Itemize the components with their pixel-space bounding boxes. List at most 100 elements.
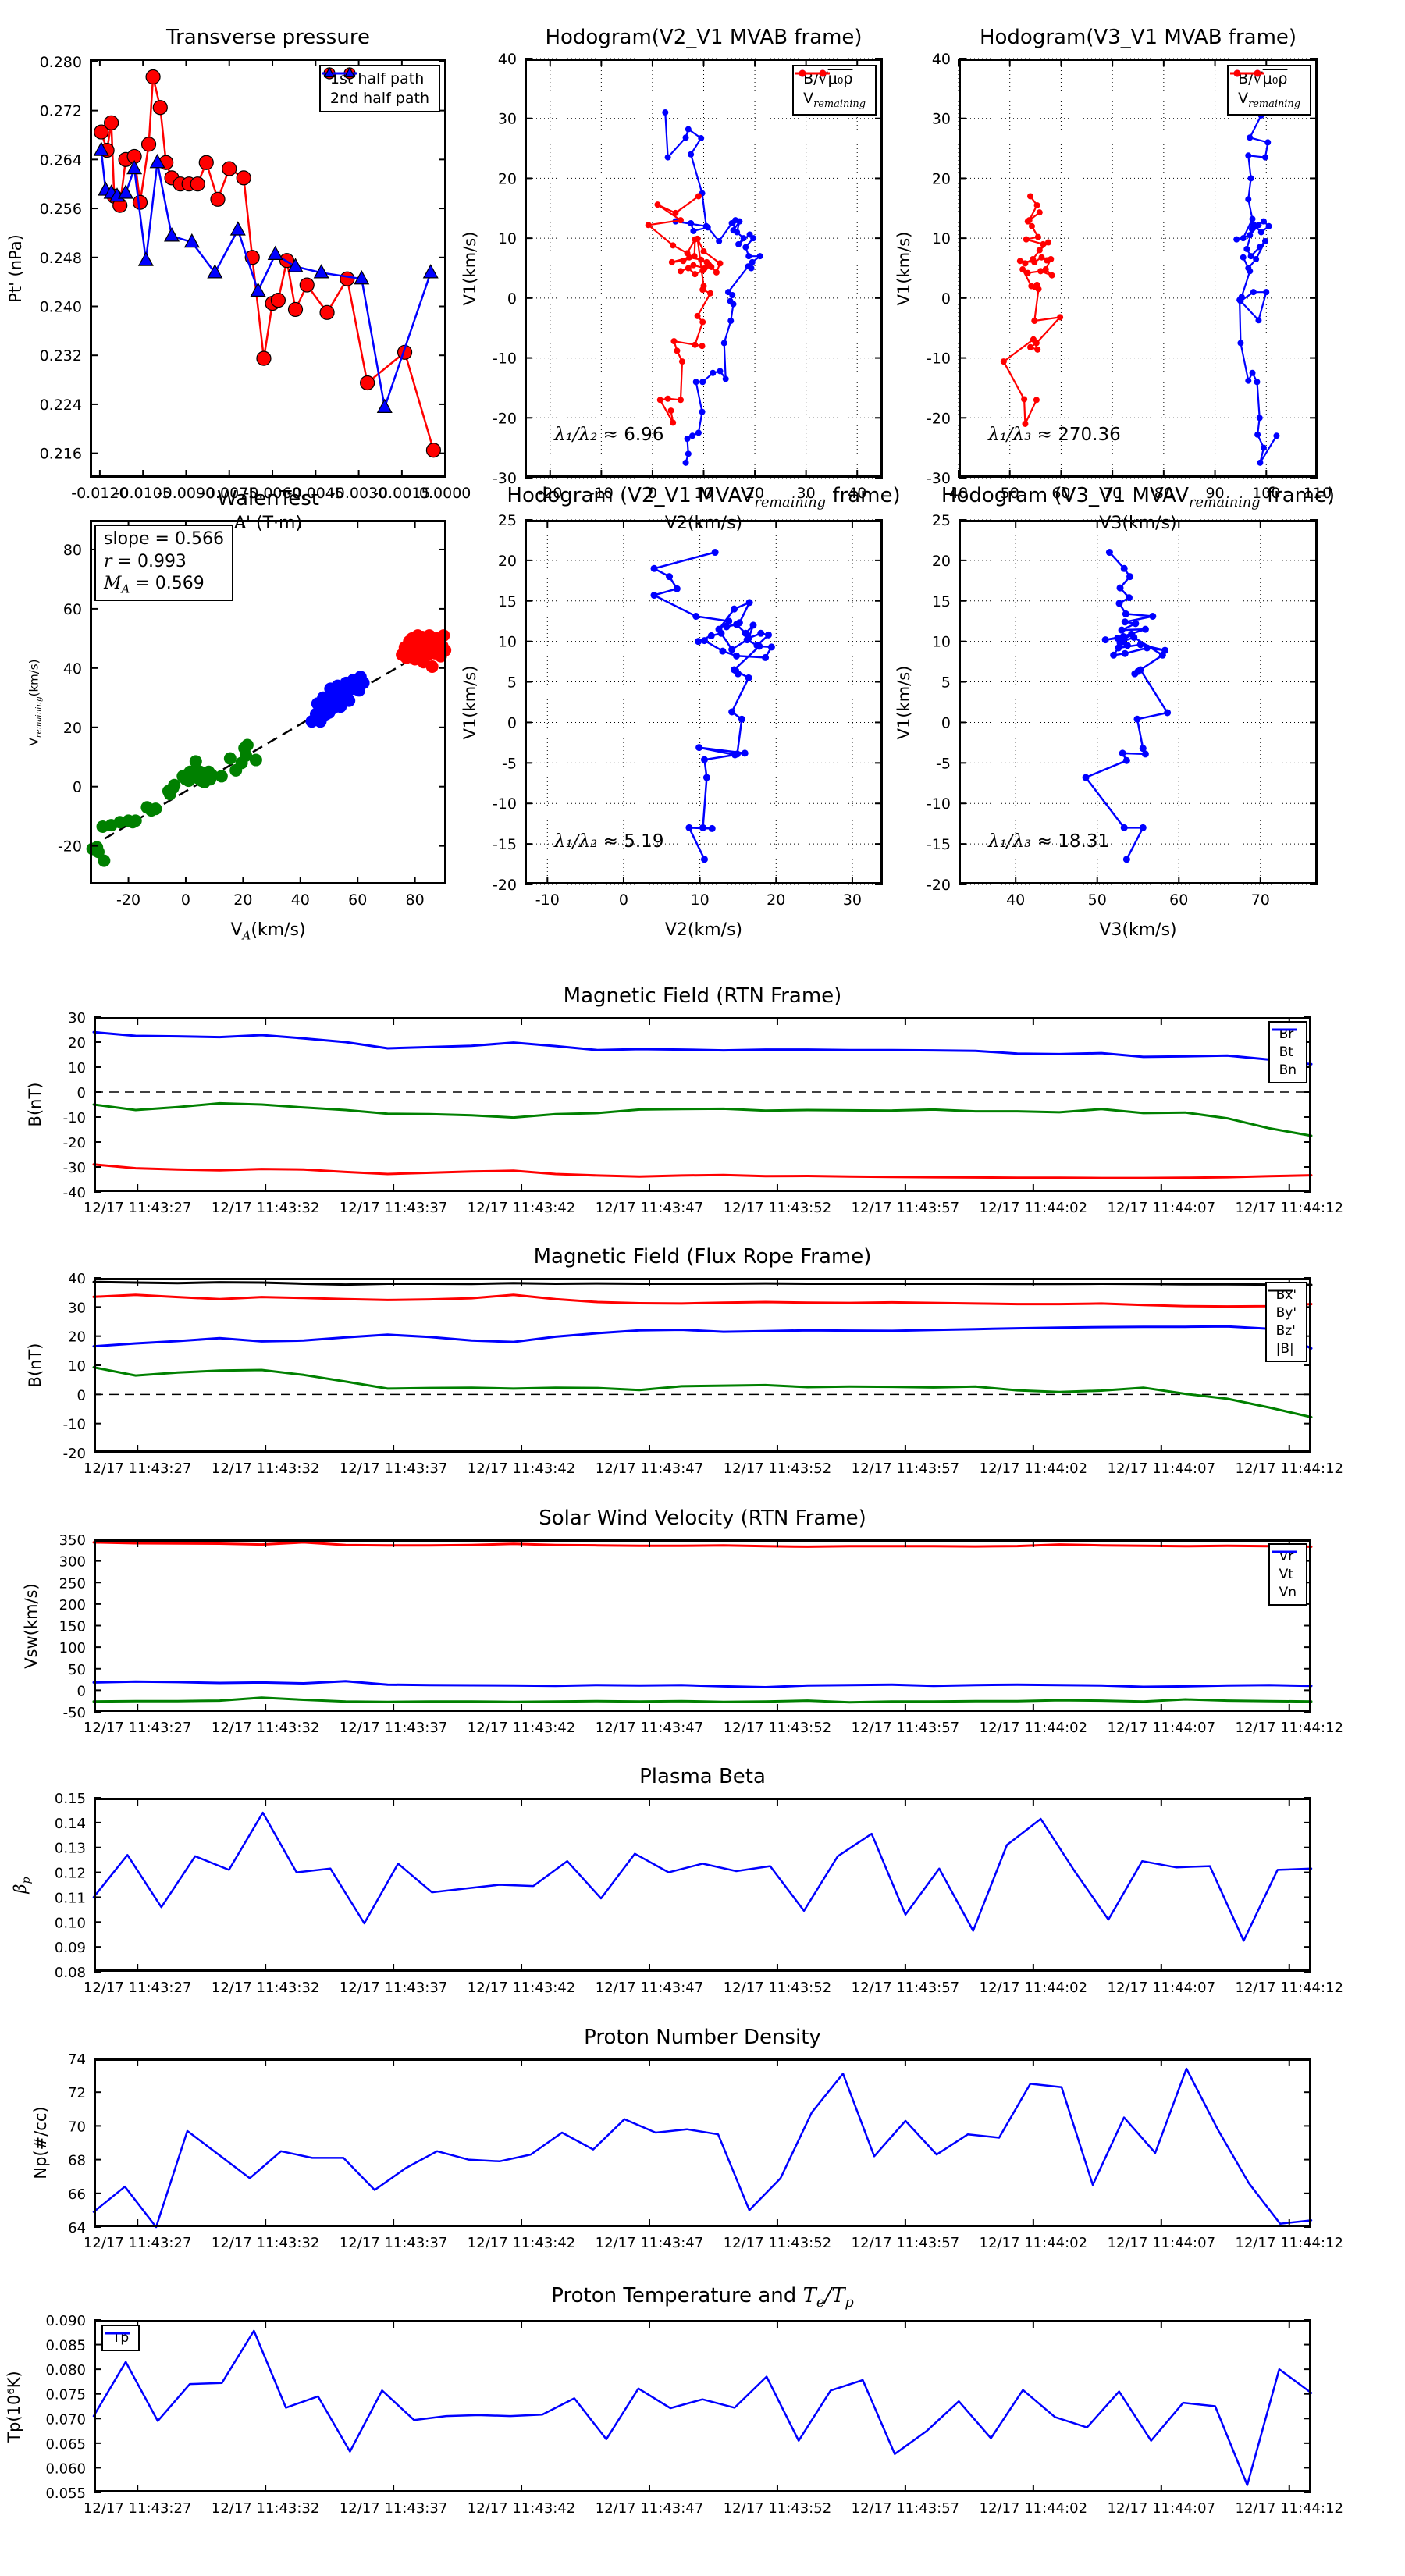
y-tick-label: -20 bbox=[493, 410, 517, 427]
y-tick-label: -20 bbox=[493, 877, 517, 894]
x-tick-label: 12/17 11:43:32 bbox=[212, 1980, 319, 1996]
x-tick-label: 12/17 11:44:07 bbox=[1108, 1461, 1215, 1477]
x-tick-label: 12/17 11:43:37 bbox=[340, 1720, 447, 1736]
text-part: remaining bbox=[1248, 98, 1300, 110]
text-part: remaining bbox=[34, 696, 44, 738]
x-tick-label: 12/17 11:44:02 bbox=[980, 1980, 1087, 1996]
legend-item: Vremaining bbox=[1230, 69, 1300, 110]
text-part: Vt bbox=[1279, 1567, 1293, 1582]
pt-y-axis-label: Pt' (nPa) bbox=[6, 234, 25, 303]
x-tick-label: -0.0105 bbox=[115, 485, 172, 502]
y-tick-label: -5 bbox=[502, 755, 517, 772]
text-part: 2nd half path bbox=[329, 90, 429, 107]
x-tick-label: 60 bbox=[348, 891, 367, 909]
text-part: WalenTest bbox=[217, 487, 319, 511]
y-tick-label: 25 bbox=[932, 512, 951, 529]
tp-plot-area: 12/17 11:43:27 12/17 11:43:32 12/17 11:43:… bbox=[45, 2313, 1343, 2517]
y-tick-label: -20 bbox=[58, 838, 82, 856]
y-tick-label: 0.090 bbox=[45, 2313, 86, 2329]
fit-stat-line: r = 0.993 bbox=[104, 551, 224, 574]
b-rtn-legend: Br Bt Bn bbox=[1268, 1021, 1307, 1083]
legend-label: 2nd half path bbox=[330, 90, 429, 107]
beta-title: Plasma Beta bbox=[639, 1765, 766, 1788]
dot-legend-sample-icon bbox=[795, 69, 831, 77]
x-tick-label: 10 bbox=[691, 891, 710, 909]
text-part: ≈ 270.36 bbox=[1031, 425, 1121, 445]
x-tick-label: 12/17 11:43:37 bbox=[340, 1980, 447, 1996]
b-fr-title: Magnetic Field (Flux Rope Frame) bbox=[534, 1245, 872, 1268]
text-part: μ₀ρ bbox=[1262, 70, 1288, 87]
legend-item: Bn bbox=[1271, 1028, 1297, 1078]
walen-x-axis-label: VA(km/s) bbox=[230, 920, 305, 942]
tp-title: Proton Temperature and Te/Tp bbox=[551, 2284, 853, 2311]
hodo-b3-y-axis-label: V1(km/s) bbox=[895, 231, 913, 305]
text-part: β bbox=[10, 1884, 30, 1894]
y-tick-label: 68 bbox=[68, 2153, 86, 2169]
x-tick-label: -10 bbox=[589, 485, 614, 502]
y-tick-label: 10 bbox=[68, 1358, 86, 1375]
pt-plot-area: -0.0120-0.0105-0.0090-0.0075-0.0060-0.00… bbox=[40, 54, 471, 502]
y-tick-label: 0.216 bbox=[40, 446, 82, 463]
text-part: remaining bbox=[813, 98, 866, 110]
x-tick-label: 12/17 11:44:02 bbox=[980, 1720, 1087, 1736]
text-part: λ₁/λ₂ bbox=[554, 831, 598, 852]
tp-y-axis-label: Tp(10⁶K) bbox=[5, 2371, 23, 2442]
x-tick-label: 12/17 11:44:12 bbox=[1236, 1200, 1343, 1216]
y-tick-label: -10 bbox=[927, 350, 951, 368]
y-tick-label: 20 bbox=[68, 1329, 86, 1346]
x-tick-label: 0.0000 bbox=[419, 485, 471, 502]
text-part: A bbox=[242, 928, 251, 943]
x-tick-label: -10 bbox=[535, 891, 560, 909]
text-part: Solar Wind Velocity (RTN Frame) bbox=[539, 1507, 866, 1530]
y-tick-label: 60 bbox=[63, 601, 82, 618]
legend-item: Vt bbox=[1271, 1550, 1297, 1582]
x-tick-label: 12/17 11:44:07 bbox=[1108, 1720, 1215, 1736]
chart-walen-test: -20 0 20 40 60 80 -20 0 20 40 60 80 WalenTest VA(km/s… bbox=[27, 487, 452, 942]
legend-label: By' bbox=[1276, 1305, 1297, 1321]
y-tick-label: 66 bbox=[68, 2186, 86, 2203]
x-tick-label: 12/17 11:43:57 bbox=[852, 2235, 959, 2251]
legend-item: By' bbox=[1268, 1289, 1297, 1321]
text-part: V1(km/s) bbox=[461, 665, 479, 739]
y-tick-label: 0.264 bbox=[40, 151, 82, 169]
vsw-title: Solar Wind Velocity (RTN Frame) bbox=[539, 1507, 866, 1530]
text-part: Hodogram (V3_V1 MVAV bbox=[941, 483, 1190, 507]
y-tick-label: 0.248 bbox=[40, 250, 82, 267]
legend-label: Bz' bbox=[1276, 1323, 1296, 1339]
y-tick-label: -10 bbox=[63, 1417, 86, 1433]
text-part: Hodogram(V3_V1 MVAB frame) bbox=[979, 26, 1297, 49]
y-tick-label: 0.232 bbox=[40, 347, 82, 365]
legend-item: Vn bbox=[1271, 1550, 1297, 1600]
y-tick-label: 0 bbox=[77, 1683, 86, 1699]
y-tick-label: 72 bbox=[68, 2085, 86, 2101]
text-part: p bbox=[845, 2295, 854, 2311]
walen-fit-stats-box: slope = 0.566 r = 0.993 MA = 0.569 bbox=[94, 525, 233, 602]
y-tick-label: -20 bbox=[63, 1446, 86, 1462]
np-title: Proton Number Density bbox=[584, 2026, 821, 2049]
x-tick-label: 20 bbox=[233, 891, 252, 909]
x-tick-label: 12/17 11:44:07 bbox=[1108, 2500, 1215, 2517]
y-tick-label: 0.075 bbox=[45, 2387, 86, 2403]
text-part: V2(km/s) bbox=[664, 514, 743, 533]
y-tick-label: 0.240 bbox=[40, 298, 82, 315]
y-tick-label: 0.060 bbox=[45, 2460, 86, 2477]
text-part: Bn bbox=[1279, 1062, 1297, 1078]
legend-label: Vremaining bbox=[1238, 90, 1300, 110]
x-tick-label: -0.0045 bbox=[287, 485, 344, 502]
y-tick-label: 64 bbox=[68, 2220, 86, 2236]
text-part: |B| bbox=[1275, 1341, 1294, 1357]
text-part: e bbox=[816, 2295, 825, 2311]
x-tick-label: -0.0090 bbox=[158, 485, 215, 502]
x-tick-label: 12/17 11:43:42 bbox=[468, 1980, 575, 1996]
hodo-b3-x-axis-label: V3(km/s) bbox=[1099, 514, 1176, 533]
y-tick-label: 0 bbox=[73, 779, 82, 796]
x-tick-label: 30 bbox=[797, 485, 816, 502]
y-tick-label: 30 bbox=[68, 1010, 86, 1026]
hodo-v3-x-axis-label: V3(km/s) bbox=[1099, 920, 1176, 940]
legend-label: Bn bbox=[1279, 1062, 1297, 1078]
x-tick-label: 60 bbox=[1169, 891, 1188, 909]
x-tick-label: 60 bbox=[1051, 485, 1070, 502]
pt-legend: 1st half path 2nd half path bbox=[318, 65, 440, 112]
y-tick-label: 40 bbox=[63, 660, 82, 678]
hodo-v3-title: Hodogram (V3_V1 MVAVremaining frame) bbox=[941, 484, 1335, 511]
